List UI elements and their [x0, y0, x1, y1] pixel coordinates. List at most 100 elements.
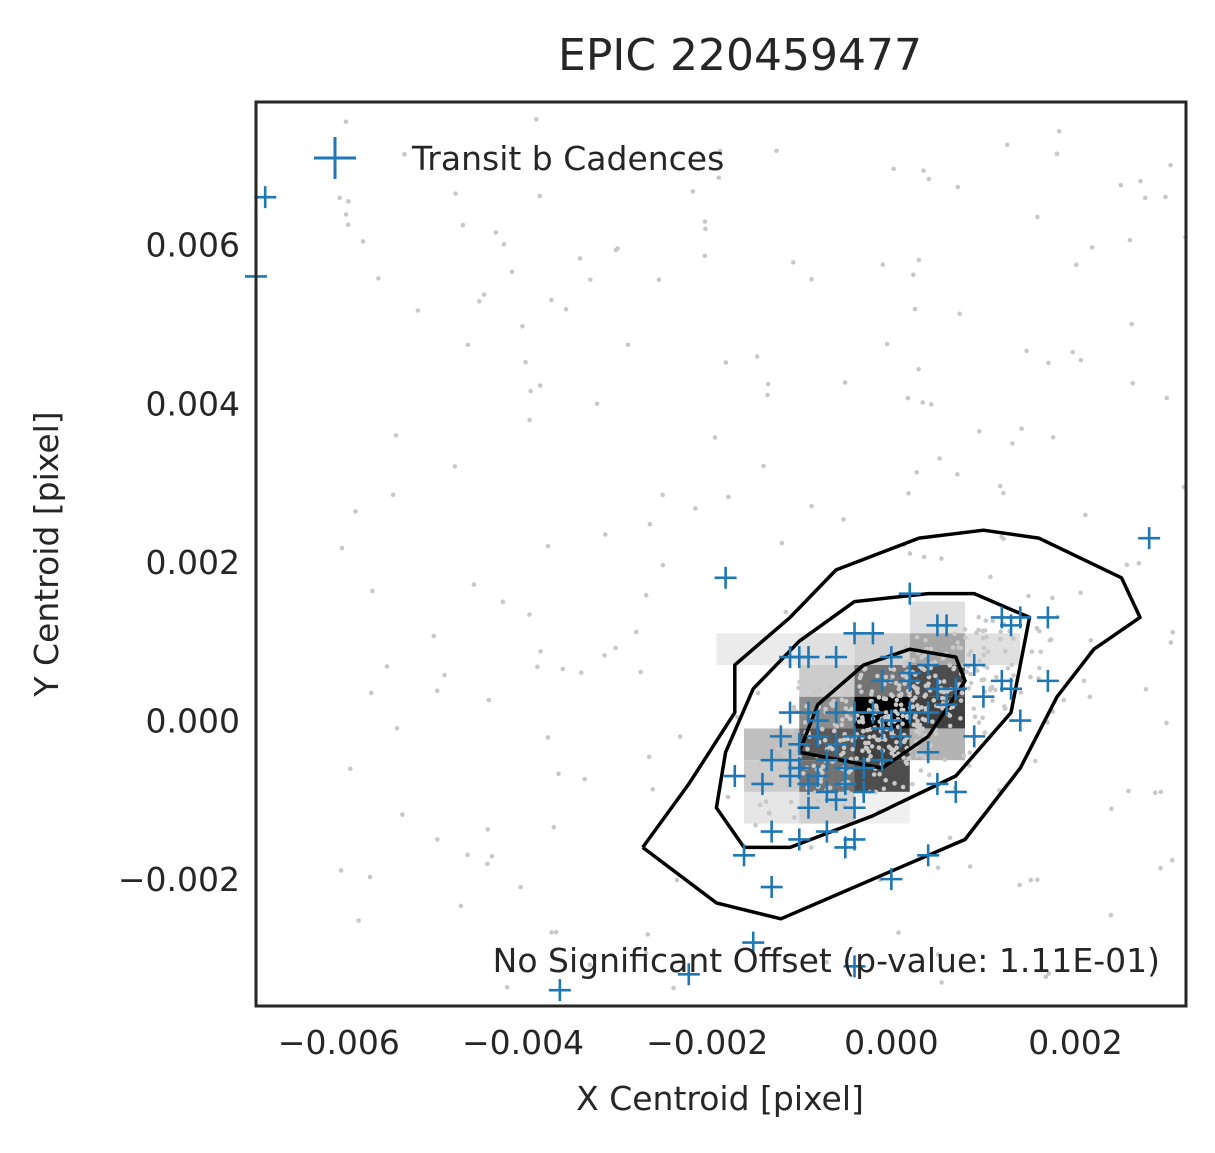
background-point — [1129, 321, 1134, 327]
background-point — [431, 633, 437, 639]
background-point — [813, 689, 819, 694]
transit-point — [843, 622, 866, 645]
background-point — [911, 722, 917, 728]
background-point — [980, 628, 985, 634]
y-tick-label: 0.000 — [146, 702, 240, 741]
background-point — [896, 930, 901, 935]
background-point — [1074, 262, 1079, 268]
background-point — [1017, 882, 1022, 888]
background-point — [1011, 636, 1016, 641]
background-point — [343, 119, 349, 125]
background-point — [400, 812, 405, 817]
background-point — [646, 754, 652, 760]
background-point — [1056, 128, 1062, 134]
background-point — [988, 687, 993, 693]
background-point — [1001, 490, 1006, 496]
background-point — [765, 392, 770, 398]
transit-point — [1000, 677, 1023, 700]
background-point — [1081, 678, 1087, 684]
background-point — [921, 168, 926, 173]
background-point — [940, 656, 946, 661]
background-point — [757, 802, 763, 808]
background-point — [643, 950, 649, 956]
background-point — [556, 771, 561, 777]
background-point — [939, 980, 944, 985]
background-point — [774, 148, 779, 154]
background-point — [875, 673, 880, 679]
background-point — [465, 342, 471, 348]
background-point — [824, 959, 829, 965]
background-point — [900, 784, 906, 790]
background-point — [968, 680, 974, 686]
background-point — [892, 781, 897, 786]
background-point — [865, 727, 870, 733]
background-point — [783, 609, 789, 615]
background-point — [1168, 162, 1173, 168]
background-point — [674, 877, 680, 883]
background-point — [985, 649, 991, 654]
background-point — [1127, 237, 1133, 243]
transit-point — [815, 749, 838, 772]
background-point — [957, 311, 962, 317]
background-point — [477, 299, 482, 304]
transit-point — [963, 654, 986, 677]
transit-point — [760, 820, 783, 843]
background-point — [471, 582, 477, 587]
background-point — [902, 681, 907, 686]
background-point — [1089, 245, 1095, 250]
background-point — [968, 649, 974, 654]
background-point — [980, 715, 985, 721]
transit-point — [797, 772, 820, 795]
background-point — [763, 799, 769, 804]
background-point — [910, 781, 915, 787]
background-point — [845, 790, 851, 795]
background-point — [797, 679, 802, 685]
background-point — [900, 713, 906, 719]
transit-point — [871, 669, 894, 692]
background-point — [638, 669, 644, 675]
contour-middle — [714, 591, 1032, 850]
background-point — [828, 685, 834, 690]
background-point — [964, 669, 969, 675]
background-point — [792, 815, 797, 820]
transit-point — [880, 646, 903, 669]
background-point — [816, 798, 821, 803]
background-point — [1142, 195, 1148, 201]
transit-point — [935, 693, 958, 716]
background-point — [537, 193, 543, 199]
background-point — [915, 686, 920, 691]
background-point — [594, 401, 600, 407]
background-point — [805, 746, 810, 752]
background-point — [1170, 629, 1176, 635]
background-point — [858, 672, 864, 678]
background-point — [947, 713, 953, 718]
background-point — [1037, 665, 1042, 671]
background-point — [854, 756, 859, 761]
background-point — [842, 380, 848, 385]
background-point — [493, 230, 499, 235]
background-point — [1143, 686, 1149, 692]
background-point — [920, 716, 926, 722]
background-point — [976, 429, 982, 434]
background-point — [898, 691, 904, 697]
background-point — [912, 715, 918, 720]
background-point — [602, 532, 608, 537]
background-point — [660, 562, 666, 568]
background-point — [808, 845, 814, 850]
background-point — [883, 777, 888, 783]
background-point — [802, 720, 808, 725]
background-point — [881, 786, 887, 792]
transit-point — [917, 741, 940, 764]
y-axis-ticks: −0.002 0.000 0.002 0.004 0.006 — [118, 226, 240, 899]
legend: Transit b Cadences — [314, 137, 724, 179]
background-point — [913, 729, 919, 734]
background-point — [1083, 512, 1088, 518]
background-point — [528, 388, 533, 394]
background-point — [822, 737, 828, 743]
background-point — [1124, 562, 1130, 568]
background-point — [465, 852, 470, 858]
background-point — [894, 739, 899, 745]
background-point — [915, 703, 920, 708]
background-point — [500, 599, 506, 605]
